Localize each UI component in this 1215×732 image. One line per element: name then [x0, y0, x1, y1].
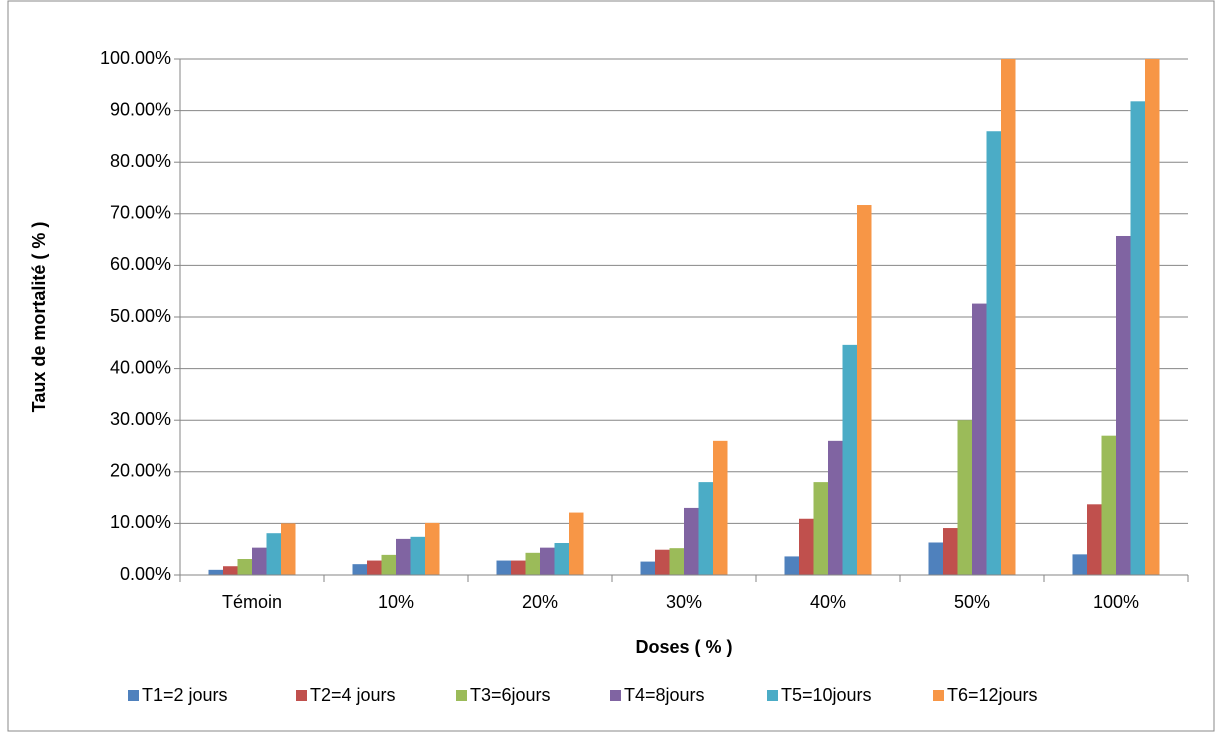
bar — [828, 440, 843, 575]
bar — [525, 552, 540, 575]
y-tick-label: 20.00% — [110, 461, 171, 481]
x-tick-label: 100% — [1093, 592, 1139, 612]
bar — [252, 547, 267, 575]
bar — [1116, 235, 1131, 575]
bar — [266, 533, 281, 575]
bar — [410, 536, 425, 575]
legend-swatch — [128, 690, 139, 701]
x-tick-label: 40% — [810, 592, 846, 612]
bar — [1087, 504, 1102, 575]
x-axis-title: Doses ( % ) — [635, 637, 732, 657]
bar — [842, 344, 857, 575]
y-tick-label: 100.00% — [100, 48, 171, 68]
bar — [655, 549, 670, 575]
bar — [223, 566, 238, 575]
legend-swatch — [456, 690, 467, 701]
bar — [352, 564, 367, 575]
x-tick-label: 10% — [378, 592, 414, 612]
bar — [1130, 101, 1145, 575]
legend-label: T4=8jours — [624, 685, 705, 705]
bar — [569, 512, 584, 575]
y-tick-label: 50.00% — [110, 306, 171, 326]
legend-label: T6=12jours — [947, 685, 1038, 705]
y-tick-label: 70.00% — [110, 203, 171, 223]
bar — [784, 556, 799, 575]
legend-label: T1=2 jours — [142, 685, 228, 705]
bar — [986, 131, 1001, 576]
y-tick-label: 30.00% — [110, 409, 171, 429]
x-tick-label: 50% — [954, 592, 990, 612]
bar — [281, 523, 296, 575]
y-tick-label: 10.00% — [110, 512, 171, 532]
bar — [396, 538, 411, 575]
legend-label: T3=6jours — [470, 685, 551, 705]
bar — [496, 560, 511, 575]
y-tick-label: 60.00% — [110, 254, 171, 274]
legend-label: T5=10jours — [781, 685, 872, 705]
x-tick-label: 30% — [666, 592, 702, 612]
bar — [208, 569, 223, 575]
legend-label: T2=4 jours — [310, 685, 396, 705]
bar — [684, 507, 699, 575]
bar — [943, 528, 958, 575]
bar — [1001, 59, 1016, 575]
bar — [554, 543, 569, 575]
y-tick-label: 90.00% — [110, 99, 171, 119]
bar — [698, 482, 713, 575]
bar — [381, 554, 396, 575]
bar — [367, 560, 382, 575]
bar — [928, 542, 943, 575]
bar — [857, 205, 872, 575]
bar — [237, 559, 252, 575]
bar — [540, 547, 555, 575]
y-tick-label: 40.00% — [110, 357, 171, 377]
bar — [425, 522, 440, 575]
bar — [813, 482, 828, 575]
bar — [713, 440, 728, 575]
y-axis-title: Taux de mortalité ( % ) — [29, 222, 49, 413]
bar — [957, 420, 972, 575]
x-tick-label: 20% — [522, 592, 558, 612]
bar — [1101, 435, 1116, 575]
y-tick-label: 80.00% — [110, 151, 171, 171]
legend-swatch — [767, 690, 778, 701]
bar — [972, 303, 987, 575]
legend-swatch — [296, 690, 307, 701]
legend-swatch — [610, 690, 621, 701]
bar — [669, 548, 684, 575]
y-tick-label: 0.00% — [120, 564, 171, 584]
bar — [1072, 554, 1087, 575]
bar — [799, 518, 814, 575]
legend-swatch — [933, 690, 944, 701]
bar — [640, 561, 655, 575]
x-tick-label: Témoin — [222, 592, 282, 612]
bar — [511, 560, 526, 575]
bar — [1145, 59, 1160, 575]
